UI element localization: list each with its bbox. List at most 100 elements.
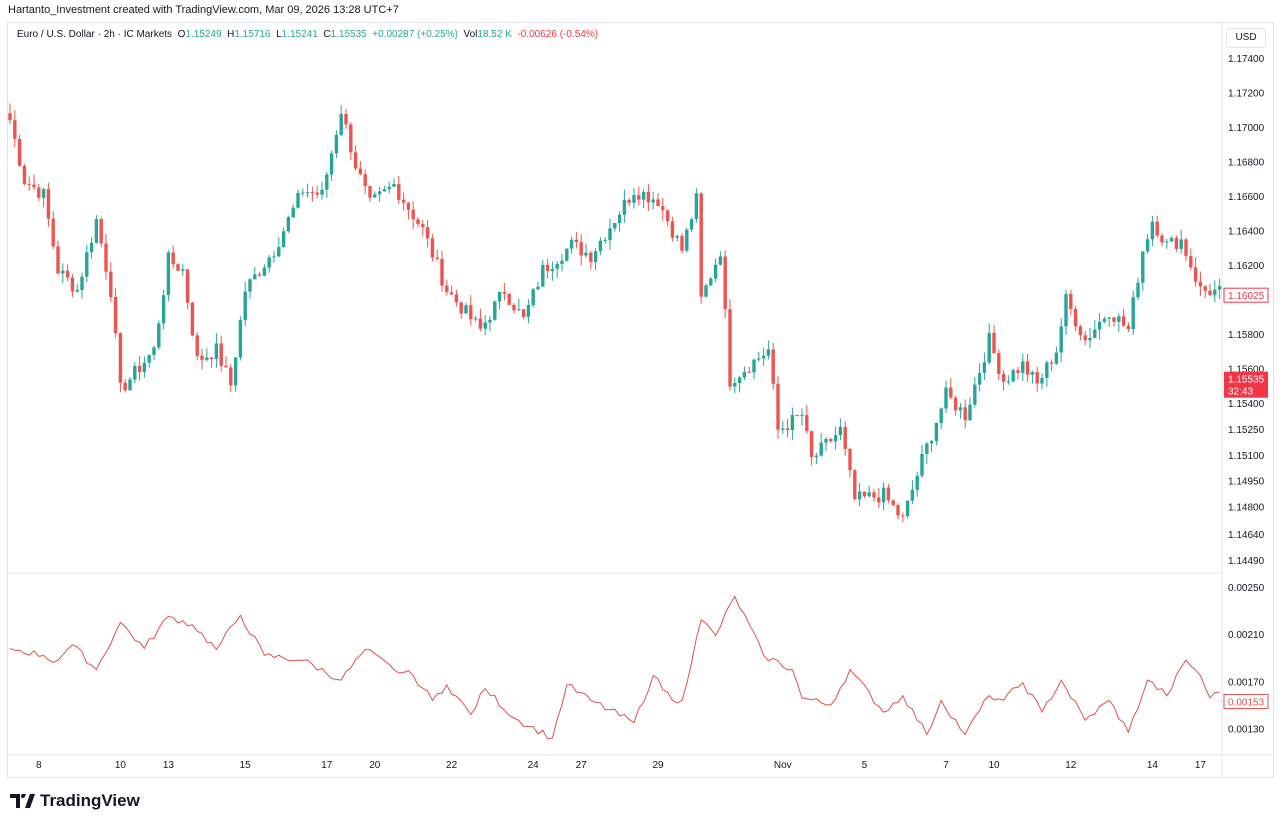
candle-up — [987, 332, 991, 363]
attribution: Hartanto_Investment created with Trading… — [8, 4, 399, 16]
indicator-tick-label: 0.00250 — [1228, 583, 1265, 594]
candle-down — [680, 236, 684, 251]
candle-up — [536, 286, 540, 290]
candle-up — [833, 435, 838, 442]
candle-up — [1213, 289, 1217, 296]
candle-down — [200, 355, 204, 360]
candle-down — [123, 382, 127, 391]
candle-up — [1150, 221, 1155, 240]
candle-up — [737, 377, 742, 384]
candle-up — [373, 194, 377, 198]
candle-down — [545, 264, 550, 271]
candle-down — [70, 277, 75, 292]
candle-up — [944, 387, 948, 409]
currency-button[interactable]: USD — [1226, 28, 1266, 48]
candle-up — [555, 263, 559, 269]
candle-up — [915, 475, 919, 490]
candle-down — [430, 238, 435, 258]
candle-up — [473, 318, 478, 320]
low-value: 1.15241 — [281, 29, 318, 40]
candle-up — [296, 192, 300, 208]
candle-up — [622, 199, 627, 215]
candle-up — [253, 274, 257, 280]
candle-down — [449, 292, 454, 295]
candle-up — [1136, 282, 1140, 298]
candle-up — [1064, 293, 1068, 327]
candle-up — [1169, 237, 1174, 242]
candle-down — [368, 186, 372, 198]
countdown-label: 32:43 — [1228, 387, 1253, 398]
candle-up — [392, 184, 396, 187]
candle-up — [94, 219, 99, 243]
symbol-title[interactable]: Euro / U.S. Dollar · 2h · IC Markets — [17, 29, 173, 40]
candle-up — [790, 414, 795, 430]
time-tick-label: Nov — [774, 760, 792, 771]
candle-up — [243, 291, 247, 321]
time-tick-label: 13 — [163, 760, 175, 771]
candle-down — [507, 293, 511, 305]
candle-up — [675, 236, 679, 238]
candle-up — [1102, 318, 1107, 322]
candle-up — [128, 379, 132, 391]
candle-down — [589, 252, 593, 262]
candle-up — [497, 291, 502, 302]
candle-up — [1088, 337, 1092, 341]
candle-up — [910, 489, 915, 501]
candle-up — [61, 270, 65, 274]
candle-down — [896, 505, 900, 516]
candle-down — [1193, 267, 1198, 282]
candle-up — [814, 455, 819, 458]
candle-down — [949, 387, 953, 398]
candle-up — [387, 186, 391, 190]
candle-up — [214, 343, 219, 360]
candle-down — [440, 258, 444, 286]
time-tick-label: 17 — [1195, 760, 1207, 771]
candle-up — [560, 260, 564, 264]
candle-up — [1179, 239, 1183, 249]
time-tick-label: 10 — [988, 760, 1000, 771]
candle-down — [877, 497, 881, 503]
candle-down — [104, 243, 108, 272]
candle-down — [353, 152, 358, 169]
candle-up — [382, 189, 387, 192]
candle-up — [593, 251, 598, 262]
time-tick-label: 20 — [369, 760, 381, 771]
candle-down — [27, 183, 31, 185]
candle-down — [1121, 316, 1126, 326]
candle-up — [75, 290, 79, 292]
candle-up — [1145, 239, 1150, 252]
candle-up — [281, 231, 286, 248]
change-value: +0.00287 (+0.25%) — [372, 29, 458, 40]
candle-up — [958, 407, 963, 411]
close-label: C — [323, 29, 331, 40]
candle-down — [229, 367, 233, 386]
candle-up — [713, 264, 718, 279]
candle-down — [1049, 362, 1054, 364]
high-value: 1.15716 — [234, 29, 271, 40]
candle-up — [1054, 352, 1059, 364]
candle-down — [805, 415, 809, 432]
price-tick-label: 1.15400 — [1228, 399, 1265, 410]
candle-up — [632, 195, 636, 203]
candle-up — [1011, 370, 1015, 382]
candle-up — [205, 357, 209, 360]
candle-down — [901, 515, 905, 517]
candle-up — [973, 384, 977, 405]
price-tick-label: 1.14950 — [1228, 477, 1265, 488]
logo-text: TradingView — [40, 791, 140, 810]
candle-up — [709, 278, 713, 286]
candle-down — [1189, 255, 1193, 268]
chart-legend: Euro / U.S. Dollar · 2h · IC Markets O1.… — [17, 29, 598, 40]
candle-down — [459, 302, 463, 314]
candle-down — [665, 210, 670, 222]
candle-up — [1165, 241, 1169, 243]
candle-up — [608, 228, 612, 241]
last-price-label: 1.15535 — [1228, 375, 1265, 386]
candle-up — [248, 279, 252, 292]
candle-up — [233, 357, 238, 386]
candle-down — [521, 309, 526, 317]
candle-up — [881, 487, 886, 503]
candle-up — [939, 408, 943, 424]
candle-down — [809, 431, 814, 458]
